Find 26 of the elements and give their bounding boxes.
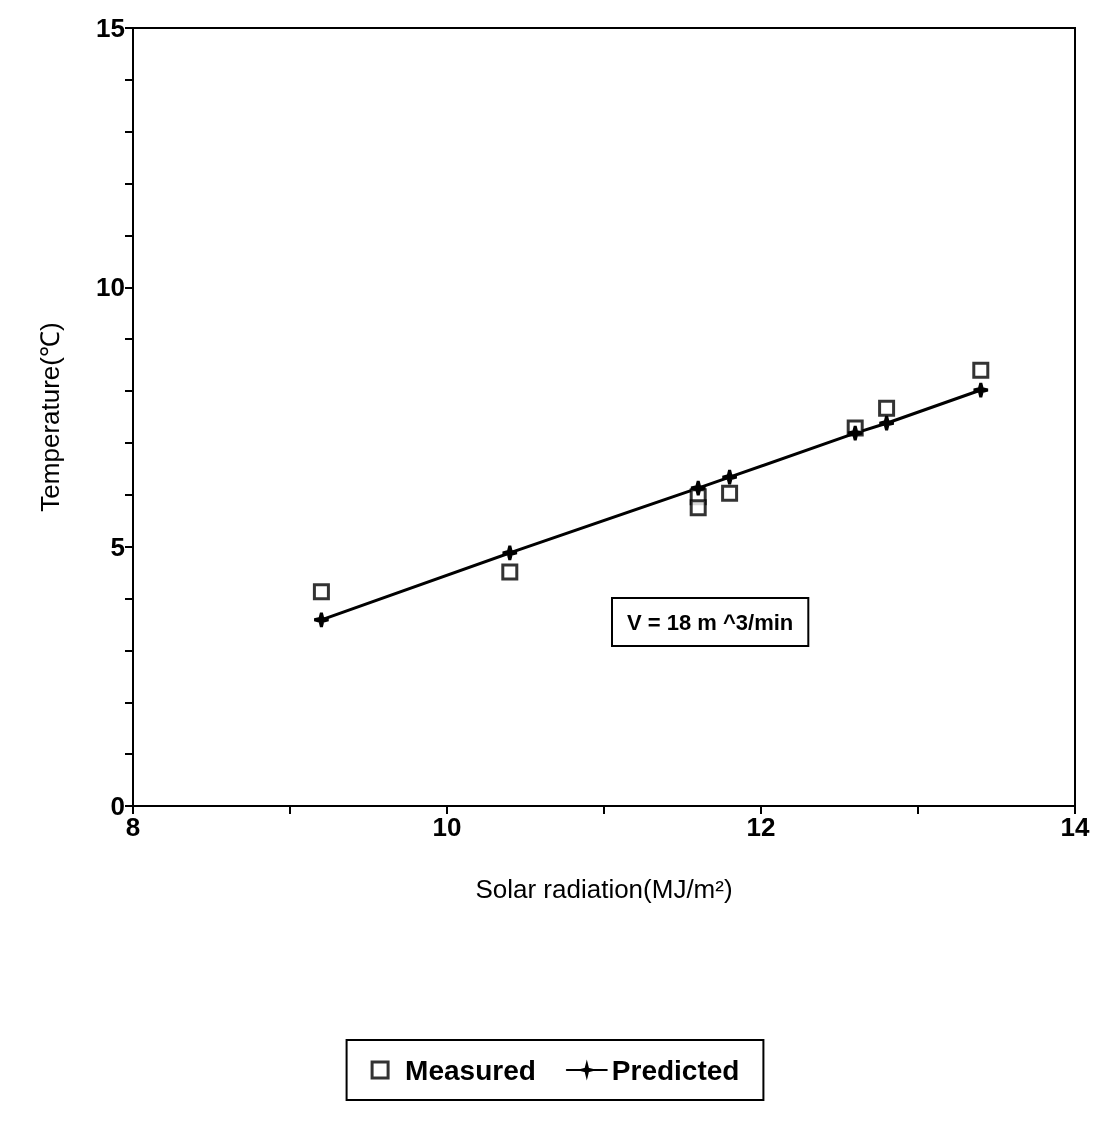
y-axis-title: Temperature(℃) bbox=[35, 322, 65, 512]
x-tick-label: 10 bbox=[432, 812, 462, 842]
point bbox=[972, 361, 990, 379]
x-axis-title: Solar radiation(MJ/m²) bbox=[475, 874, 733, 904]
point bbox=[689, 499, 707, 517]
legend-label: Predicted bbox=[611, 1054, 740, 1086]
y-tick-label: 15 bbox=[96, 13, 125, 43]
point bbox=[721, 468, 739, 486]
point bbox=[312, 611, 330, 629]
x-tick-label: 14 bbox=[1060, 812, 1090, 842]
y-tick-label: 10 bbox=[96, 272, 125, 303]
x-tick-label: 12 bbox=[746, 812, 776, 842]
legend-label: Measured bbox=[405, 1054, 536, 1086]
point bbox=[312, 583, 330, 601]
annotation: V = 18 m ^3/min bbox=[627, 609, 794, 635]
point bbox=[501, 544, 519, 562]
point bbox=[501, 563, 519, 581]
point bbox=[972, 381, 990, 399]
x-tick-label: 8 bbox=[125, 812, 141, 842]
point bbox=[846, 424, 864, 442]
point bbox=[878, 399, 896, 417]
y-tick-label: 0 bbox=[110, 791, 125, 821]
point bbox=[721, 484, 739, 502]
y-tick-label: 5 bbox=[110, 531, 125, 562]
point bbox=[689, 479, 707, 497]
point bbox=[878, 414, 896, 432]
